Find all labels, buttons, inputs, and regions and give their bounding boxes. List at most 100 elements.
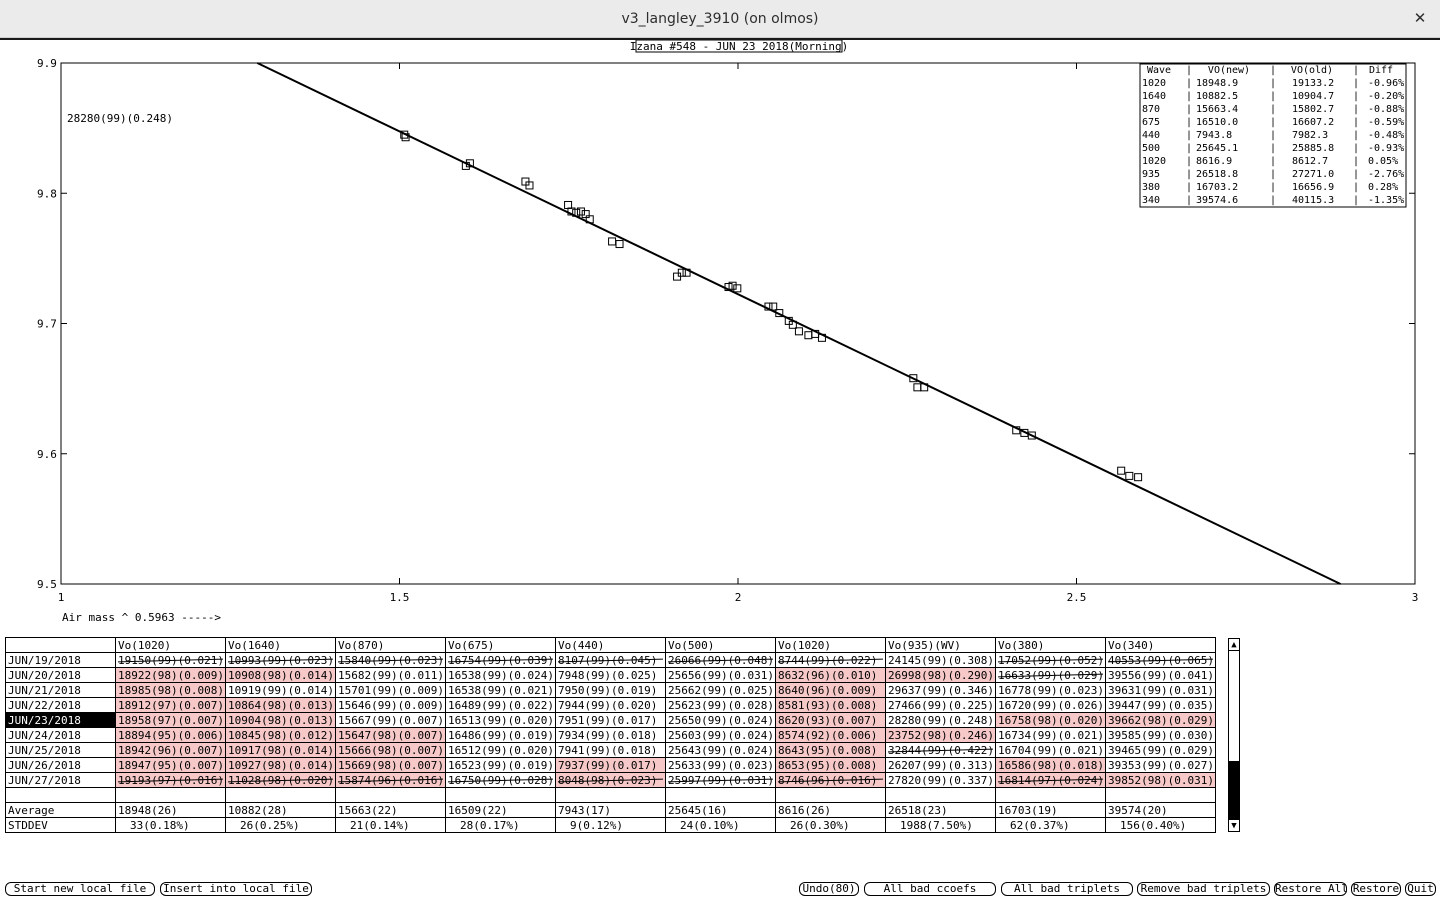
table-cell[interactable]: 10993(99)(0.023) bbox=[225, 652, 336, 668]
restore-all-button[interactable]: Restore All bbox=[1274, 882, 1348, 896]
table-scrollbar[interactable]: ▲ ▼ bbox=[1228, 638, 1240, 832]
table-cell[interactable]: 39465(99)(0.029) bbox=[1105, 742, 1216, 758]
table-cell[interactable]: 18894(95)(0.006) bbox=[115, 727, 226, 743]
table-cell[interactable]: 15874(96)(0.016) bbox=[335, 772, 446, 788]
table-cell[interactable]: 16633(99)(0.029) bbox=[995, 667, 1106, 683]
table-cell[interactable]: 10864(98)(0.013) bbox=[225, 697, 336, 713]
table-cell[interactable]: 25643(99)(0.024) bbox=[665, 742, 776, 758]
table-cell[interactable]: 25623(99)(0.028) bbox=[665, 697, 776, 713]
table-cell[interactable]: 32844(99)(0.422) bbox=[885, 742, 996, 758]
table-row[interactable]: JUN/21/2018 18985(98)(0.008) 10919(99)(0.0… bbox=[5, 682, 1216, 698]
undo-button[interactable]: Undo(80) bbox=[799, 882, 859, 896]
table-cell[interactable]: 18922(98)(0.009) bbox=[115, 667, 226, 683]
table-cell[interactable]: 16513(99)(0.020) bbox=[445, 712, 556, 728]
table-row[interactable]: JUN/25/2018 18942(96)(0.007) 10917(98)(0.0… bbox=[5, 742, 1216, 758]
table-cell[interactable]: 40553(99)(0.065) bbox=[1105, 652, 1216, 668]
table-cell[interactable]: 29637(99)(0.346) bbox=[885, 682, 996, 698]
table-cell[interactable]: 16704(99)(0.021) bbox=[995, 742, 1106, 758]
table-cell[interactable]: 7937(99)(0.017) bbox=[555, 757, 666, 773]
table-cell[interactable]: 25656(99)(0.031) bbox=[665, 667, 776, 683]
table-cell[interactable]: 26207(99)(0.313) bbox=[885, 757, 996, 773]
table-cell[interactable]: 7941(99)(0.018) bbox=[555, 742, 666, 758]
table-cell[interactable]: 8620(93)(0.007) bbox=[775, 712, 886, 728]
table-cell[interactable]: 39852(98)(0.031) bbox=[1105, 772, 1216, 788]
all-bad-triplets-button[interactable]: All bad triplets bbox=[1001, 882, 1133, 896]
table-cell[interactable]: 15666(98)(0.007) bbox=[335, 742, 446, 758]
row-date-label[interactable]: JUN/24/2018 bbox=[5, 727, 116, 743]
table-cell[interactable]: 16750(99)(0.028) bbox=[445, 772, 556, 788]
close-icon[interactable]: ✕ bbox=[1413, 9, 1427, 27]
table-cell[interactable]: 16734(99)(0.021) bbox=[995, 727, 1106, 743]
table-cell[interactable]: 8744(99)(0.022) bbox=[775, 652, 886, 668]
row-date-label[interactable]: JUN/21/2018 bbox=[5, 682, 116, 698]
row-date-label[interactable]: JUN/22/2018 bbox=[5, 697, 116, 713]
table-cell[interactable]: 10917(98)(0.014) bbox=[225, 742, 336, 758]
table-cell[interactable]: 10904(98)(0.013) bbox=[225, 712, 336, 728]
table-cell[interactable]: 8632(96)(0.010) bbox=[775, 667, 886, 683]
row-date-label[interactable]: JUN/23/2018 bbox=[5, 712, 116, 728]
table-cell[interactable]: 8581(93)(0.008) bbox=[775, 697, 886, 713]
table-cell[interactable]: 16758(98)(0.020) bbox=[995, 712, 1106, 728]
row-date-label[interactable]: JUN/20/2018 bbox=[5, 667, 116, 683]
table-cell[interactable]: 8574(92)(0.006) bbox=[775, 727, 886, 743]
table-cell[interactable]: 16778(99)(0.023) bbox=[995, 682, 1106, 698]
table-cell[interactable]: 8107(99)(0.045) bbox=[555, 652, 666, 668]
table-row[interactable]: JUN/27/2018 19193(97)(0.016) 11028(98)(0.0… bbox=[5, 772, 1216, 788]
table-cell[interactable]: 39662(98)(0.029) bbox=[1105, 712, 1216, 728]
scrollbar-thumb[interactable] bbox=[1229, 761, 1239, 819]
table-cell[interactable]: 39353(99)(0.027) bbox=[1105, 757, 1216, 773]
table-cell[interactable]: 15682(99)(0.011) bbox=[335, 667, 446, 683]
table-cell[interactable]: 16720(99)(0.026) bbox=[995, 697, 1106, 713]
table-cell[interactable]: 11028(98)(0.020) bbox=[225, 772, 336, 788]
table-cell[interactable]: 10919(99)(0.014) bbox=[225, 682, 336, 698]
table-cell[interactable]: 18947(95)(0.007) bbox=[115, 757, 226, 773]
table-cell[interactable]: 23752(98)(0.246) bbox=[885, 727, 996, 743]
table-cell[interactable]: 16523(99)(0.019) bbox=[445, 757, 556, 773]
table-cell[interactable]: 10845(98)(0.012) bbox=[225, 727, 336, 743]
table-cell[interactable]: 27820(99)(0.337) bbox=[885, 772, 996, 788]
table-cell[interactable]: 16538(99)(0.024) bbox=[445, 667, 556, 683]
remove-bad-triplets-button[interactable]: Remove bad triplets bbox=[1137, 882, 1270, 896]
table-cell[interactable]: 25650(99)(0.024) bbox=[665, 712, 776, 728]
row-date-label[interactable]: JUN/19/2018 bbox=[5, 652, 116, 668]
table-cell[interactable]: 15646(99)(0.009) bbox=[335, 697, 446, 713]
table-row[interactable]: JUN/23/2018 18958(97)(0.007) 10904(98)(0.0… bbox=[5, 712, 1216, 728]
table-cell[interactable]: 25997(99)(0.031) bbox=[665, 772, 776, 788]
table-cell[interactable]: 15667(99)(0.007) bbox=[335, 712, 446, 728]
table-cell[interactable]: 8653(95)(0.008) bbox=[775, 757, 886, 773]
table-row[interactable]: JUN/22/2018 18912(97)(0.007) 10864(98)(0.0… bbox=[5, 697, 1216, 713]
table-cell[interactable]: 10908(98)(0.014) bbox=[225, 667, 336, 683]
table-cell[interactable]: 39556(99)(0.041) bbox=[1105, 667, 1216, 683]
table-cell[interactable]: 39631(99)(0.031) bbox=[1105, 682, 1216, 698]
table-cell[interactable]: 8746(96)(0.016) bbox=[775, 772, 886, 788]
table-cell[interactable]: 8048(98)(0.023) bbox=[555, 772, 666, 788]
table-cell[interactable]: 15701(99)(0.009) bbox=[335, 682, 446, 698]
table-cell[interactable]: 7948(99)(0.025) bbox=[555, 667, 666, 683]
table-cell[interactable]: 16512(99)(0.020) bbox=[445, 742, 556, 758]
all-bad-ccoefs-button[interactable]: All bad ccoefs bbox=[864, 882, 996, 896]
row-date-label[interactable]: JUN/25/2018 bbox=[5, 742, 116, 758]
table-cell[interactable]: 16586(98)(0.018) bbox=[995, 757, 1106, 773]
arrow-down-icon[interactable]: ▼ bbox=[1229, 819, 1239, 831]
table-cell[interactable]: 18985(98)(0.008) bbox=[115, 682, 226, 698]
insert-into-local-file-button[interactable]: Insert into local file bbox=[160, 882, 312, 896]
table-cell[interactable]: 24145(99)(0.308) bbox=[885, 652, 996, 668]
table-cell[interactable]: 18912(97)(0.007) bbox=[115, 697, 226, 713]
table-cell[interactable]: 18942(96)(0.007) bbox=[115, 742, 226, 758]
row-date-label[interactable]: JUN/27/2018 bbox=[5, 772, 116, 788]
table-cell[interactable]: 16814(97)(0.024) bbox=[995, 772, 1106, 788]
table-cell[interactable]: 7944(99)(0.020) bbox=[555, 697, 666, 713]
arrow-up-icon[interactable]: ▲ bbox=[1229, 639, 1239, 651]
row-date-label[interactable]: JUN/26/2018 bbox=[5, 757, 116, 773]
table-cell[interactable]: 18958(97)(0.007) bbox=[115, 712, 226, 728]
table-row[interactable]: JUN/26/2018 18947(95)(0.007) 10927(98)(0.0… bbox=[5, 757, 1216, 773]
table-cell[interactable]: 27466(99)(0.225) bbox=[885, 697, 996, 713]
quit-button[interactable]: Quit bbox=[1405, 882, 1436, 896]
table-cell[interactable]: 15669(98)(0.007) bbox=[335, 757, 446, 773]
restore-button[interactable]: Restore bbox=[1351, 882, 1401, 896]
table-cell[interactable]: 16538(99)(0.021) bbox=[445, 682, 556, 698]
table-cell[interactable]: 25603(99)(0.024) bbox=[665, 727, 776, 743]
table-cell[interactable]: 39585(99)(0.030) bbox=[1105, 727, 1216, 743]
table-cell[interactable]: 39447(99)(0.035) bbox=[1105, 697, 1216, 713]
table-cell[interactable]: 19193(97)(0.016) bbox=[115, 772, 226, 788]
